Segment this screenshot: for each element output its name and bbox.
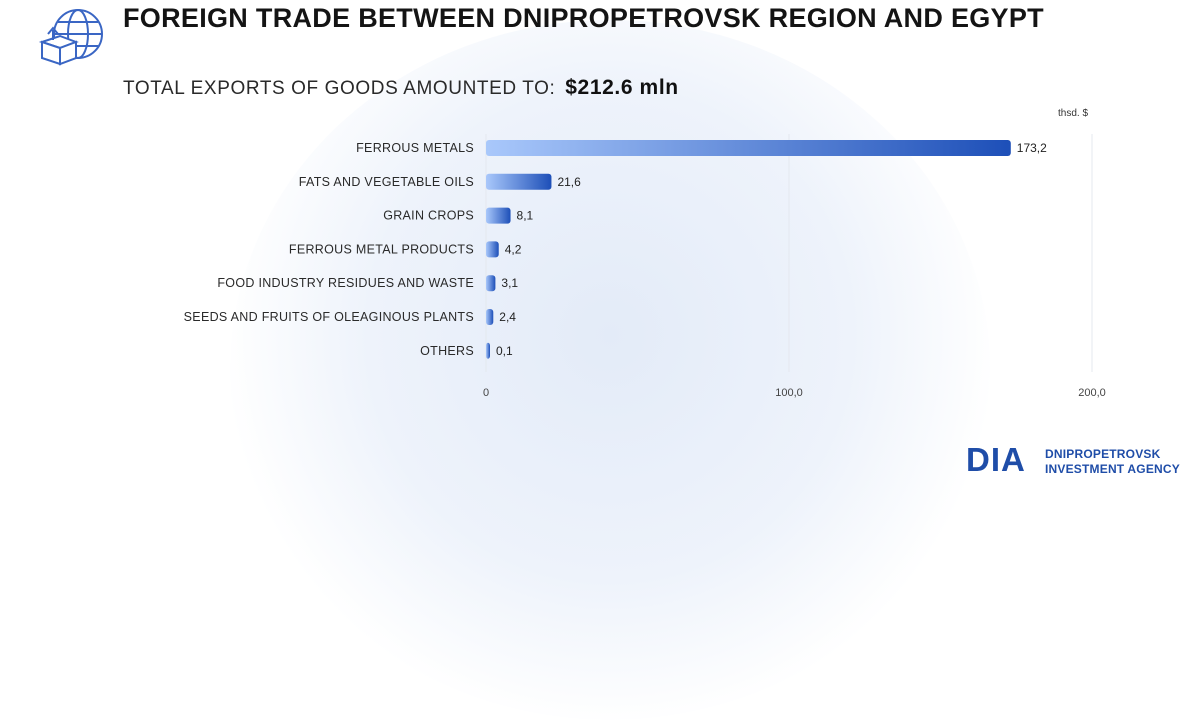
subtitle-label: TOTAL EXPORTS OF GOODS AMOUNTED TO: xyxy=(123,78,556,99)
x-tick-label: 200,0 xyxy=(1078,387,1106,399)
globe-export-box-icon xyxy=(38,9,103,66)
brand-name-line2: INVESTMENT AGENCY xyxy=(1045,462,1180,476)
data-label: 2,4 xyxy=(499,310,516,324)
category-label: FOOD INDUSTRY RESIDUES AND WASTE xyxy=(217,276,474,290)
category-label: FERROUS METAL PRODUCTS xyxy=(289,242,474,256)
data-label: 4,2 xyxy=(505,242,522,256)
x-tick-label: 0 xyxy=(483,387,489,399)
category-label: FATS AND VEGETABLE OILS xyxy=(299,175,474,189)
category-label: SEEDS AND FRUITS OF OLEAGINOUS PLANTS xyxy=(184,310,474,324)
bar-chart: 0 100,0 200,0 FERROUS METALS 173,2 FATS AND V… xyxy=(184,134,1106,399)
bar xyxy=(486,173,552,190)
data-label: 8,1 xyxy=(517,209,534,223)
category-label: FERROUS METALS xyxy=(356,141,474,155)
brand-logo-mark: DIA xyxy=(966,441,1026,478)
bar xyxy=(486,241,499,258)
category-label: GRAIN CROPS xyxy=(383,209,474,223)
brand-name-line1: DNIPROPETROVSK xyxy=(1045,447,1161,461)
brand-name: DNIPROPETROVSK INVESTMENT AGENCY xyxy=(1045,447,1195,477)
data-label: 3,1 xyxy=(501,276,518,290)
data-label: 0,1 xyxy=(496,344,513,358)
bar xyxy=(486,140,1011,156)
subtitle: TOTAL EXPORTS OF GOODS AMOUNTED TO: $212… xyxy=(123,76,679,100)
bar xyxy=(486,207,511,224)
x-tick-label: 100,0 xyxy=(775,387,803,399)
total-exports-value: $212.6 mln xyxy=(565,76,679,99)
category-label: OTHERS xyxy=(420,344,474,358)
page-title: FOREIGN TRADE BETWEEN DNIPROPETROVSK REG… xyxy=(123,3,1044,33)
data-label: 21,6 xyxy=(557,175,581,189)
bar xyxy=(486,275,496,292)
unit-label: thsd. $ xyxy=(1058,108,1089,119)
bar xyxy=(486,309,494,325)
bar xyxy=(486,342,490,359)
data-label: 173,2 xyxy=(1017,141,1047,155)
